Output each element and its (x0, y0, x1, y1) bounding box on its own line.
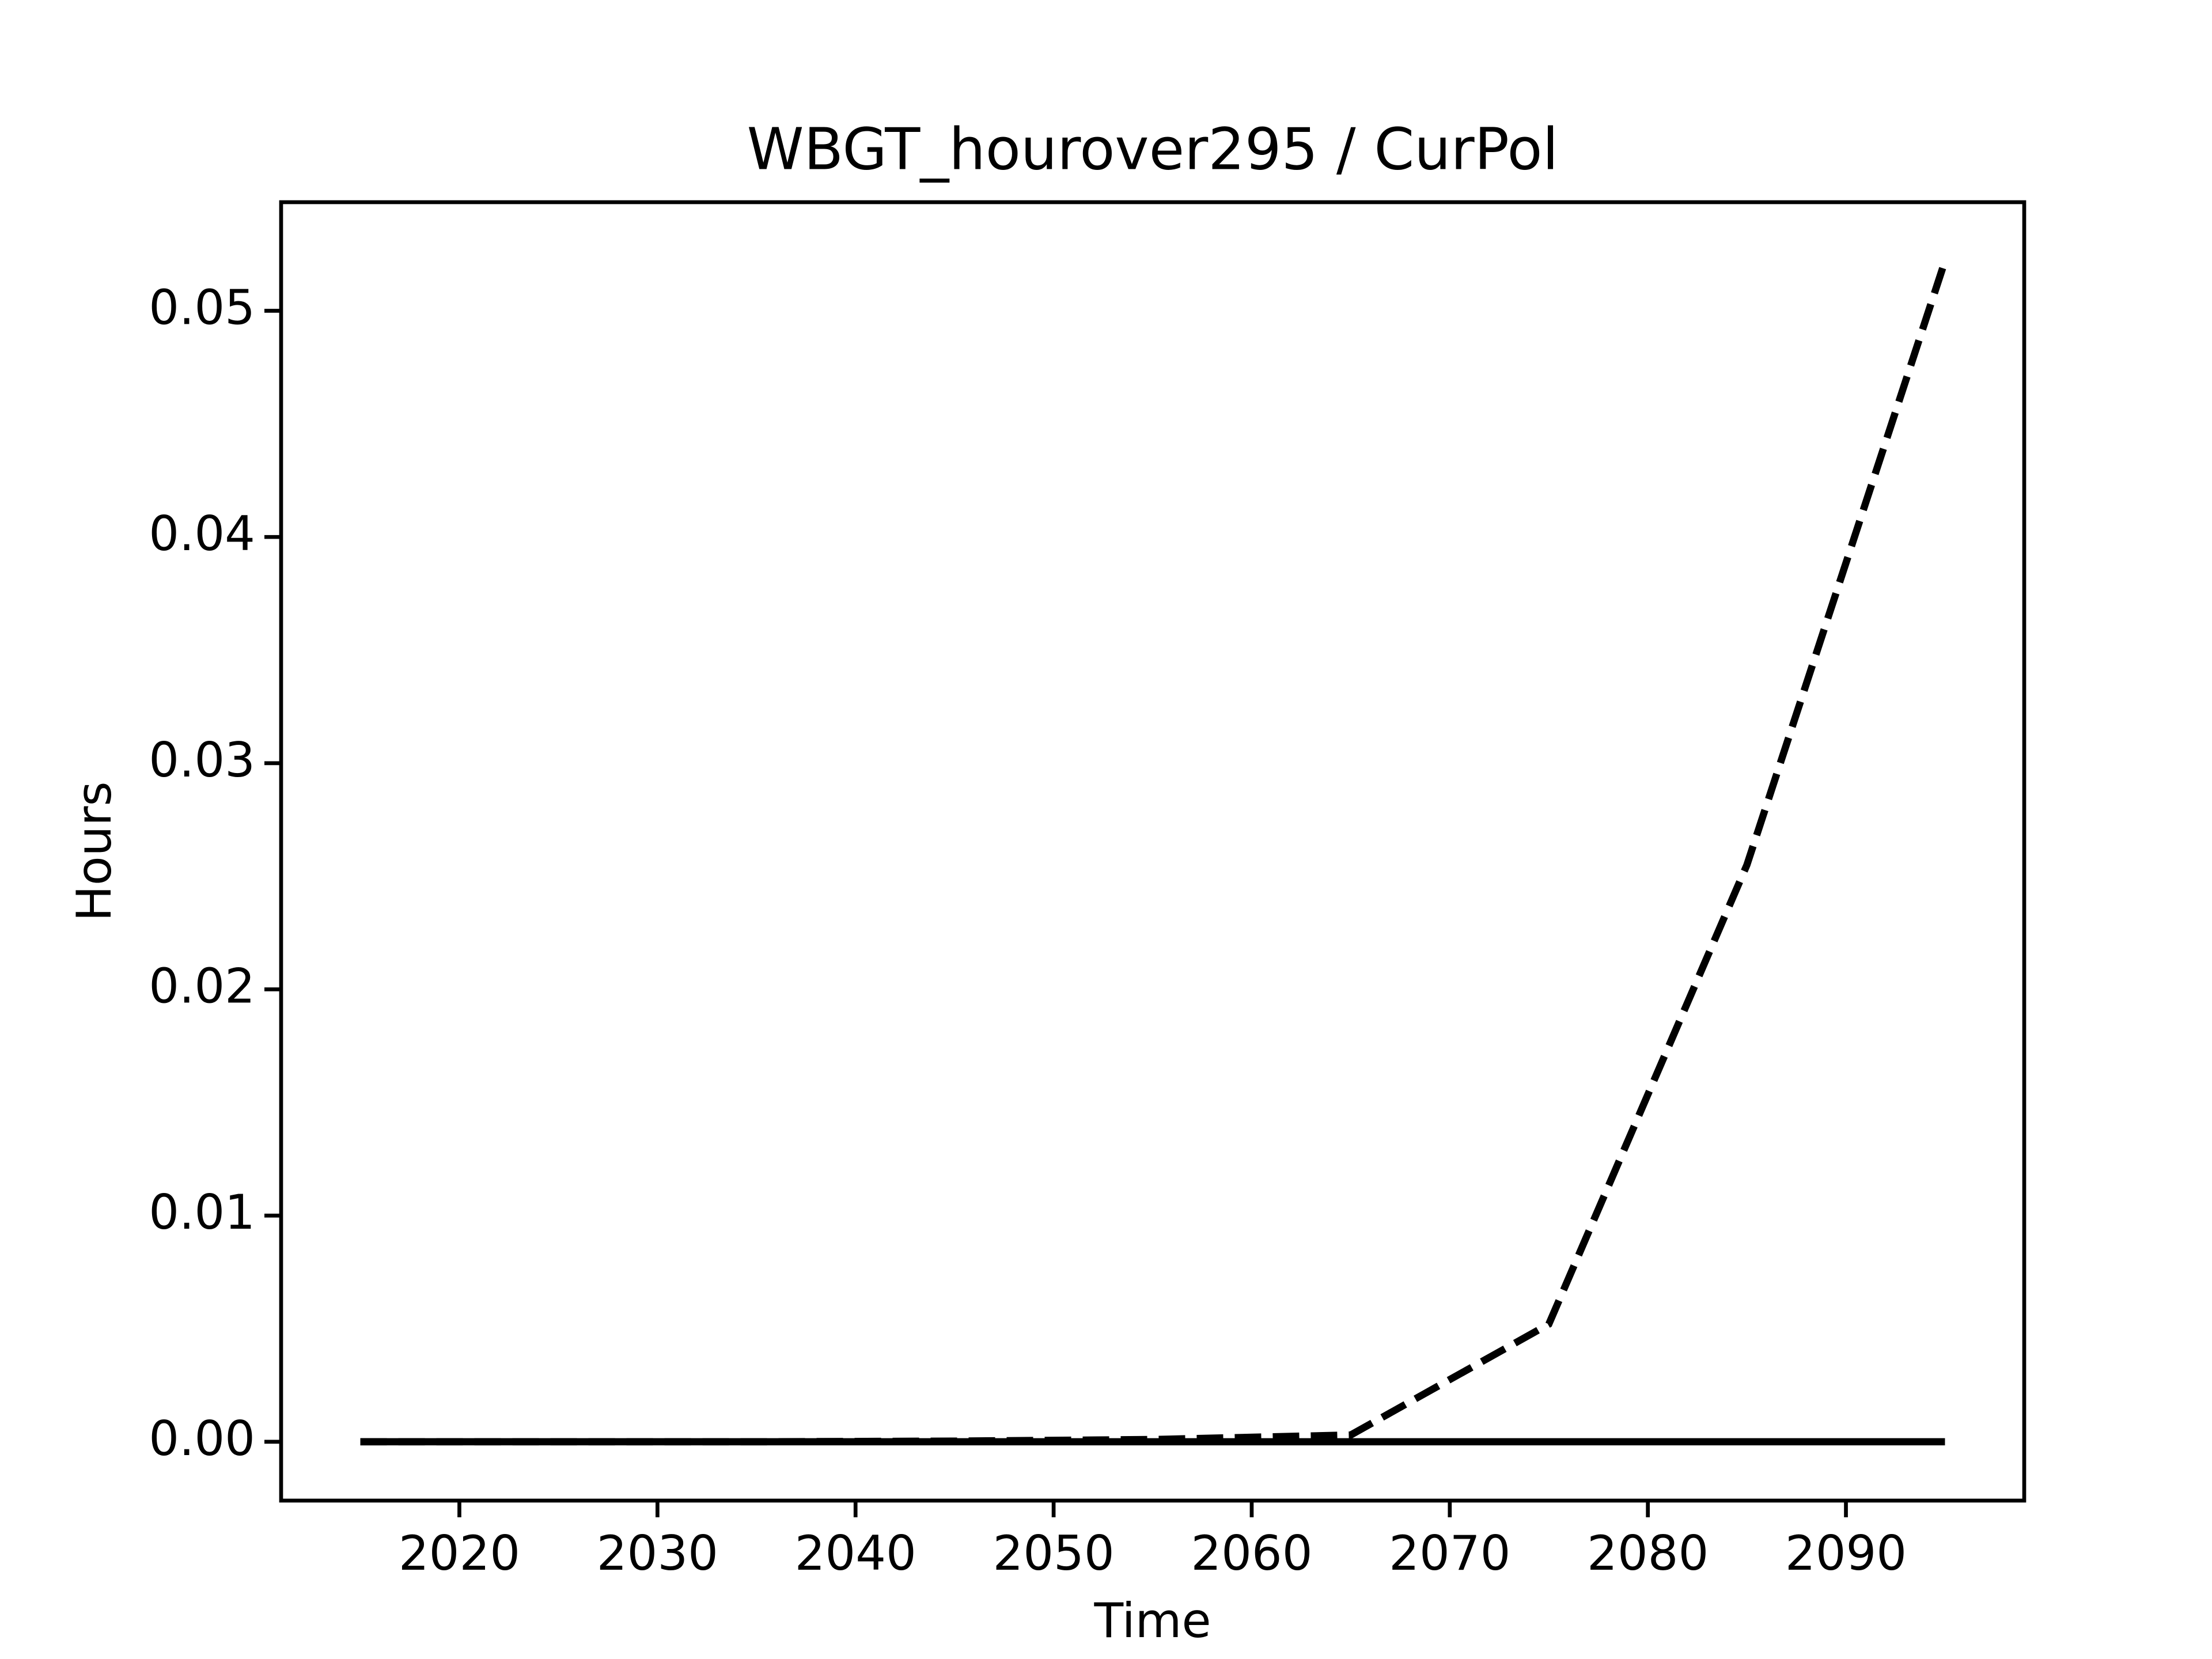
x-tick-label: 2020 (399, 1525, 520, 1581)
x-tick-label: 2030 (597, 1525, 718, 1581)
x-tick-label: 2040 (795, 1525, 916, 1581)
x-tick-label: 2080 (1587, 1525, 1709, 1581)
y-tick-label: 0.01 (149, 1184, 255, 1240)
chart-title: WBGT_hourover295 / CurPol (747, 115, 1559, 183)
y-tick-label: 0.05 (149, 279, 255, 335)
x-tick-label: 2050 (993, 1525, 1114, 1581)
y-tick-label: 0.00 (149, 1411, 255, 1467)
y-tick-label: 0.04 (149, 506, 255, 562)
y-tick-label: 0.02 (149, 958, 255, 1014)
x-tick-label: 2090 (1785, 1525, 1907, 1581)
x-axis-label: Time (1093, 1593, 1211, 1649)
plot-frame (279, 200, 2027, 1503)
y-tick-label: 0.03 (149, 732, 255, 788)
x-tick-label: 2070 (1389, 1525, 1510, 1581)
x-tick-label: 2060 (1191, 1525, 1312, 1581)
y-axis-label: Hours (66, 781, 122, 921)
